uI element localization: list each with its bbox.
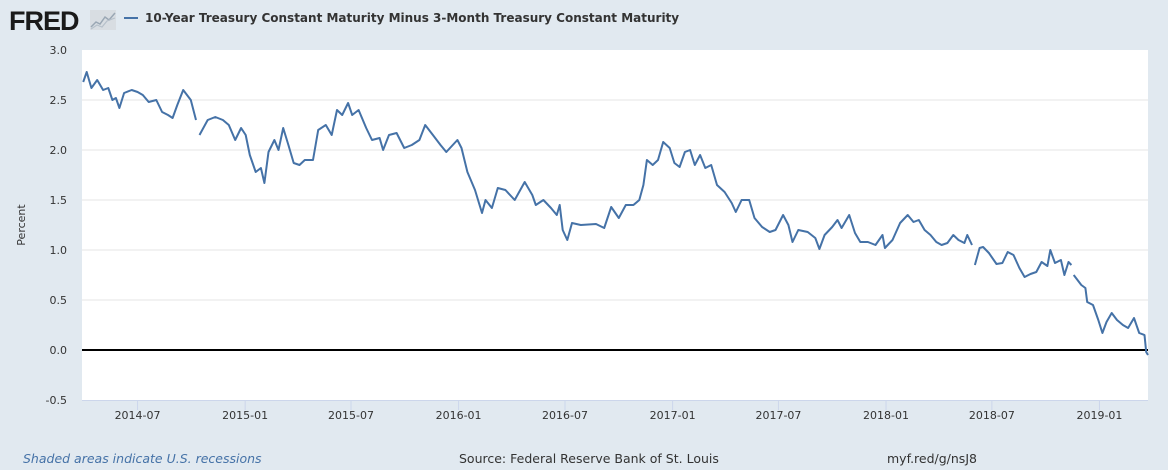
gridlines — [82, 99, 1148, 301]
x-tick-label: 2019-01 — [1076, 409, 1122, 422]
y-axis-label: Percent — [15, 204, 28, 246]
series-line-segment — [973, 246, 1073, 278]
x-tick-label: 2017-01 — [650, 409, 696, 422]
x-tick-label: 2018-01 — [863, 409, 909, 422]
source-text: Source: Federal Reserve Bank of St. Loui… — [459, 451, 719, 466]
legend-label: 10-Year Treasury Constant Maturity Minus… — [145, 11, 680, 25]
y-tick-label: 3.0 — [50, 44, 68, 57]
x-tick-label: 2018-07 — [969, 409, 1015, 422]
x-tick-label: 2015-01 — [222, 409, 268, 422]
chart-header: FRED 10-Year Treasury Constant Maturity … — [0, 0, 1168, 40]
x-tick-label: 2017-07 — [755, 409, 801, 422]
short-url[interactable]: myf.red/g/nsJ8 — [887, 451, 977, 466]
legend-item[interactable]: 10-Year Treasury Constant Maturity Minus… — [124, 11, 679, 25]
x-axis: 2014-07 2015-01 2015-07 2016-01 2016-07 2017-… — [82, 400, 1148, 422]
x-tick-label: 2016-01 — [436, 409, 482, 422]
x-tick-label: 2014-07 — [115, 409, 161, 422]
legend-swatch — [124, 17, 138, 19]
series-line-segment — [198, 102, 973, 250]
fred-logo[interactable]: FRED — [9, 6, 79, 37]
sparkline-icon — [90, 10, 116, 30]
x-tick-label: 2016-07 — [542, 409, 588, 422]
y-tick-label: 1.0 — [50, 244, 68, 257]
y-tick-label: 0.5 — [50, 294, 68, 307]
y-tick-label: 2.5 — [50, 94, 68, 107]
series-line-segment — [82, 71, 197, 121]
y-tick-label: 1.5 — [50, 194, 68, 207]
series-line — [82, 71, 1149, 356]
y-tick-label: 0.0 — [50, 344, 68, 357]
fred-logo-text: FRED — [9, 6, 79, 36]
plot-area — [82, 50, 1148, 400]
series-line-segment — [1072, 274, 1149, 356]
y-tick-label: 2.0 — [50, 144, 68, 157]
y-axis: -0.5 0.0 0.5 1.0 1.5 2.0 2.5 3.0 — [46, 44, 67, 407]
recessions-note-link[interactable]: Shaded areas indicate U.S. recessions — [23, 451, 262, 466]
y-tick-label: -0.5 — [46, 394, 67, 407]
x-tick-label: 2015-07 — [328, 409, 374, 422]
